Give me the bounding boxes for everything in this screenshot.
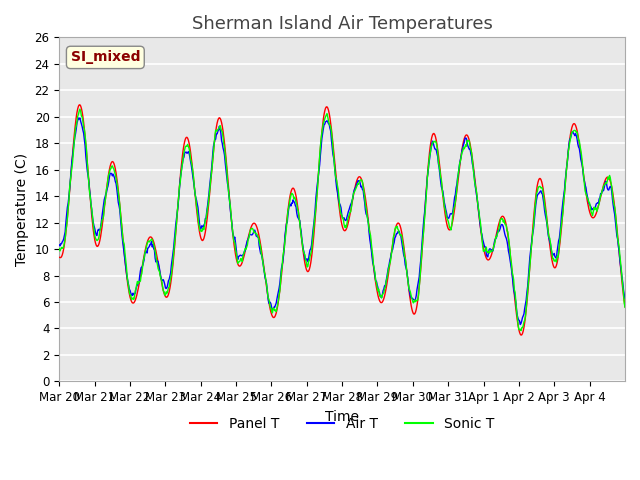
Title: Sherman Island Air Temperatures: Sherman Island Air Temperatures xyxy=(192,15,493,33)
Text: SI_mixed: SI_mixed xyxy=(70,50,140,64)
Y-axis label: Temperature (C): Temperature (C) xyxy=(15,153,29,266)
X-axis label: Time: Time xyxy=(325,410,359,424)
Legend: Panel T, Air T, Sonic T: Panel T, Air T, Sonic T xyxy=(184,411,500,436)
